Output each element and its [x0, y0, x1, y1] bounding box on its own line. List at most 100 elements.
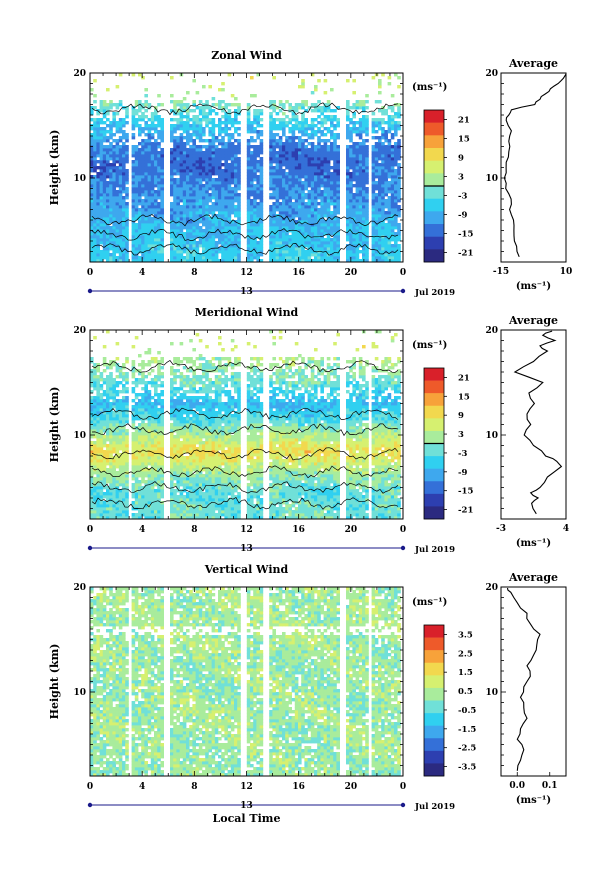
heatmap-cell	[170, 139, 174, 143]
heatmap-cell	[144, 217, 148, 221]
heatmap-cell	[394, 226, 398, 230]
heatmap-cell	[198, 157, 203, 161]
heatmap-cell	[147, 253, 152, 257]
heatmap-cell	[394, 238, 398, 242]
heatmap-cell	[294, 199, 299, 203]
heatmap-cell	[224, 184, 228, 188]
heatmap-cell	[112, 235, 116, 239]
heatmap-cell	[96, 211, 100, 215]
heatmap-cell	[320, 157, 324, 161]
heatmap-cell	[227, 205, 232, 209]
heatmap-cell	[397, 172, 401, 176]
heatmap-cell	[99, 393, 104, 397]
heatmap-cell	[195, 202, 200, 206]
heatmap-cell	[125, 172, 129, 176]
heatmap-cell	[138, 208, 142, 212]
heatmap-cell	[154, 169, 158, 173]
heatmap-cell	[179, 238, 184, 242]
heatmap-cell	[173, 202, 177, 206]
heatmap-cell	[102, 483, 107, 487]
heatmap-cell	[371, 202, 376, 206]
heatmap-cell	[96, 444, 100, 448]
heatmap-cell	[147, 145, 152, 149]
heatmap-cell	[227, 208, 232, 212]
heatmap-cell	[96, 393, 100, 397]
heatmap-cell	[90, 88, 94, 92]
heatmap-cell	[176, 193, 180, 197]
heatmap-cell	[208, 121, 212, 125]
heatmap-cell	[272, 250, 276, 254]
heatmap-cell	[294, 259, 299, 263]
heatmap-cell	[234, 118, 238, 122]
heatmap-cell	[99, 402, 104, 406]
heatmap-cell	[144, 241, 148, 245]
heatmap-cell	[99, 405, 104, 409]
heatmap-cell	[253, 94, 257, 98]
heatmap-cell	[99, 504, 104, 508]
heatmap-cell	[227, 253, 232, 257]
heatmap-cell	[275, 226, 280, 230]
heatmap-cell	[125, 181, 129, 185]
heatmap-cell	[314, 214, 318, 218]
heatmap-cell	[195, 184, 200, 188]
heatmap-cell	[96, 411, 100, 415]
heatmap-cell	[195, 196, 200, 200]
heatmap-cell	[125, 244, 129, 248]
heatmap-cell	[192, 217, 196, 221]
heatmap-cell	[198, 232, 203, 236]
heatmap-cell	[106, 468, 110, 472]
heatmap-cell	[294, 106, 299, 110]
heatmap-cell	[182, 130, 187, 134]
heatmap-cell	[141, 118, 145, 122]
heatmap-cell	[294, 196, 299, 200]
heatmap-cell	[384, 202, 388, 206]
heatmap-cell	[96, 235, 100, 239]
heatmap-cell	[320, 178, 324, 182]
heatmap-cell	[237, 184, 241, 188]
heatmap-cell	[211, 223, 216, 227]
heatmap-cell	[230, 124, 235, 128]
heatmap-cell	[378, 208, 382, 212]
heatmap-cell	[314, 232, 318, 236]
heatmap-cell	[125, 214, 129, 218]
heatmap-cell	[93, 118, 97, 122]
heatmap-cell	[208, 112, 212, 116]
heatmap-cell	[275, 244, 280, 248]
heatmap-cell	[301, 121, 305, 125]
heatmap-cell	[349, 130, 353, 134]
heatmap-cell	[179, 169, 184, 173]
heatmap-cell	[202, 127, 206, 131]
heatmap-cell	[218, 226, 222, 230]
heatmap-cell	[253, 127, 257, 131]
heatmap-cell	[131, 411, 136, 415]
heatmap-cell	[221, 121, 225, 125]
heatmap-cell	[118, 235, 123, 239]
heatmap-cell	[352, 223, 356, 227]
heatmap-cell	[237, 220, 241, 224]
heatmap-cell	[387, 247, 392, 251]
heatmap-cell	[93, 247, 97, 251]
heatmap-cell	[278, 220, 283, 224]
heatmap-cell	[125, 474, 129, 478]
heatmap-cell	[176, 163, 180, 167]
heatmap-cell	[278, 205, 283, 209]
heatmap-cell	[320, 133, 324, 137]
heatmap-cell	[246, 184, 251, 188]
heatmap-cell	[288, 127, 292, 131]
heatmap-cell	[371, 124, 376, 128]
heatmap-cell	[394, 103, 398, 107]
heatmap-cell	[170, 223, 174, 227]
heatmap-cell	[330, 253, 334, 257]
heatmap-cell	[205, 121, 209, 125]
heatmap-cell	[326, 178, 331, 182]
heatmap-cell	[195, 211, 200, 215]
heatmap-cell	[387, 124, 392, 128]
heatmap-cell	[218, 214, 222, 218]
heatmap-cell	[195, 241, 200, 245]
heatmap-cell	[221, 187, 225, 191]
heatmap-cell	[394, 175, 398, 179]
heatmap-cell	[288, 166, 292, 170]
heatmap-cell	[310, 196, 315, 200]
heatmap-cell	[102, 244, 107, 248]
heatmap-cell	[365, 205, 369, 209]
